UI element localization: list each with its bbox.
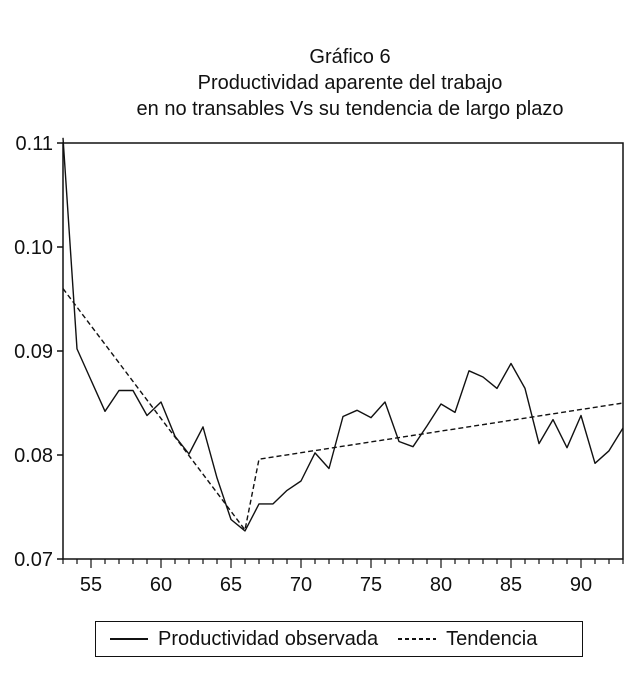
chart-title-line-2: Productividad aparente del trabajo (197, 72, 503, 94)
legend-swatch-tendencia (398, 638, 437, 640)
series-line-tendencia (62, 288, 624, 531)
chart-legend: Productividad observada Tendencia (95, 621, 583, 657)
y-axis: 0.07 0.08 0.09 0.10 0.11 (14, 133, 63, 571)
chart-title-line-1: Gráfico 6 (309, 46, 391, 68)
x-tick-label: 55 (80, 574, 102, 596)
x-tick-label: 70 (290, 574, 312, 596)
chart-title-line-3: en no transables Vs su tendencia de larg… (136, 98, 564, 120)
series-line-observada (62, 137, 624, 532)
y-tick-label: 0.11 (16, 133, 53, 155)
x-tick-label: 75 (360, 574, 382, 596)
y-tick-label: 0.09 (14, 341, 53, 363)
chart-title: Gráfico 6 Productividad aparente del tra… (60, 44, 640, 122)
x-tick-label: 60 (150, 574, 172, 596)
legend-item-tendencia: Tendencia (378, 622, 537, 656)
x-tick-label: 80 (430, 574, 452, 596)
plot-frame (62, 142, 624, 560)
legend-item-observada: Productividad observada (96, 622, 378, 656)
legend-label-observada: Productividad observada (158, 627, 379, 650)
series-layer (62, 137, 624, 532)
x-tick-label: 85 (500, 574, 522, 596)
y-tick-label: 0.07 (14, 549, 53, 571)
legend-swatch-observada (110, 638, 148, 640)
y-tick-label: 0.10 (14, 237, 53, 259)
legend-label-tendencia: Tendencia (446, 627, 538, 650)
x-axis: 55 60 65 70 75 80 85 90 (62, 559, 624, 596)
y-tick-label: 0.08 (14, 445, 53, 467)
x-tick-label: 90 (570, 574, 592, 596)
x-tick-label: 65 (220, 574, 242, 596)
